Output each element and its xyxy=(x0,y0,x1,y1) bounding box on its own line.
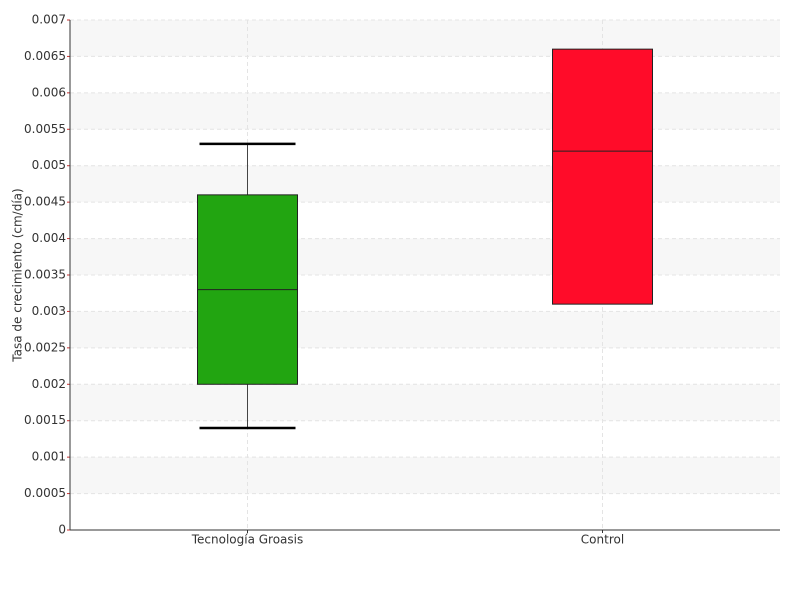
band-stripe xyxy=(70,311,780,348)
y-tick-label: 0 xyxy=(58,523,66,537)
y-tick-label: 0.0045 xyxy=(24,195,66,209)
y-tick-label: 0.0055 xyxy=(24,122,66,136)
band-stripe xyxy=(70,457,780,494)
y-tick-label: 0.0015 xyxy=(24,413,66,427)
band-stripe xyxy=(70,238,780,275)
band-stripe xyxy=(70,165,780,203)
y-tick-label: 0.003 xyxy=(32,304,66,318)
y-tick-label: 0.0065 xyxy=(24,49,66,63)
y-tick-label: 0.004 xyxy=(32,231,66,245)
y-tick-label: 0.006 xyxy=(32,85,66,99)
box xyxy=(552,48,653,305)
y-tick-label: 0.0035 xyxy=(24,268,66,282)
y-tick-label: 0.002 xyxy=(32,377,66,391)
x-tick-label: Control xyxy=(581,533,624,547)
x-tick-label: Tecnología Groasis xyxy=(191,533,304,547)
y-tick-label: 0.007 xyxy=(32,13,66,27)
y-tick-label: 0.001 xyxy=(32,450,66,464)
y-axis-label: Tasa de crecimiento (cm/día) xyxy=(11,188,25,362)
y-tick-label: 0.0025 xyxy=(24,340,66,354)
y-tick-label: 0.0005 xyxy=(24,486,66,500)
y-tick-label: 0.005 xyxy=(32,158,66,172)
band-stripe xyxy=(70,20,780,57)
band-stripe xyxy=(70,384,780,421)
band-stripe xyxy=(70,92,780,130)
